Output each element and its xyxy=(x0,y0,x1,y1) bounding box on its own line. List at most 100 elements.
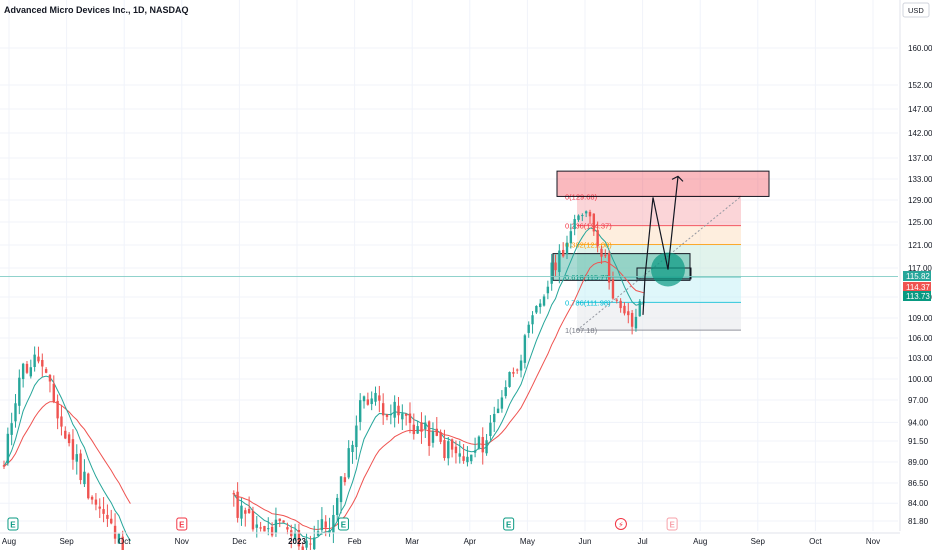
fib-level-label: 0.382(121.08) xyxy=(565,241,612,250)
candle-body xyxy=(477,436,481,449)
candle-body xyxy=(305,540,308,548)
time-axis[interactable]: Aug Sep Oct Nov Dec 2023 Feb Mar Apr May Jun Jul Aug… xyxy=(0,532,900,546)
drawings[interactable] xyxy=(0,175,898,315)
candle-body xyxy=(485,440,488,454)
candle-body xyxy=(462,456,465,461)
candle-body xyxy=(546,286,550,294)
candle-body xyxy=(362,396,366,402)
currency-badge[interactable] xyxy=(902,2,930,18)
price-tag-prev xyxy=(903,282,931,292)
candle-body xyxy=(374,392,377,402)
candle-body xyxy=(577,215,580,220)
earnings-marker[interactable]: E xyxy=(337,517,349,531)
time-tick-label: Aug xyxy=(2,537,16,546)
candles xyxy=(2,209,645,550)
event-markers[interactable]: E E E E ⚡ E xyxy=(7,517,678,531)
candle-body xyxy=(274,519,278,533)
candle-body xyxy=(607,252,611,283)
earnings-marker[interactable]: E xyxy=(503,517,515,531)
candle-body xyxy=(447,441,450,459)
time-tick-label: May xyxy=(520,537,535,546)
candle-body xyxy=(10,423,13,435)
candle-body xyxy=(64,430,67,439)
dividend-glyph: ⚡ xyxy=(618,521,624,530)
projection-path[interactable] xyxy=(642,176,679,315)
price-tick-label: 97.00 xyxy=(908,396,929,405)
time-tick-label: Oct xyxy=(809,537,822,546)
fib-band xyxy=(577,196,741,226)
candle-body xyxy=(584,211,588,214)
candle-body xyxy=(473,450,477,453)
price-tag-low xyxy=(903,291,931,301)
candle-body xyxy=(431,431,435,443)
ema-slow-line xyxy=(3,260,644,531)
time-tick-label: Nov xyxy=(866,537,880,546)
price-tick-label: 100.00 xyxy=(908,375,932,384)
candle-body xyxy=(56,400,59,419)
earnings-box xyxy=(7,517,19,531)
candle-body xyxy=(550,262,553,284)
supply-zone[interactable] xyxy=(556,170,770,197)
candle-body xyxy=(366,399,370,405)
candle-body xyxy=(516,369,519,371)
candle-body xyxy=(581,215,584,217)
candle-body xyxy=(381,403,385,416)
candle-body xyxy=(565,242,569,255)
earnings-glyph: E xyxy=(341,521,347,530)
candle-body xyxy=(121,536,124,550)
candle-body xyxy=(67,434,71,444)
earnings-marker[interactable]: E xyxy=(7,517,19,531)
candle-body xyxy=(301,546,304,550)
candle-body xyxy=(117,533,121,544)
earnings-box xyxy=(337,517,349,531)
price-tag-label: 115.82 xyxy=(906,272,930,281)
candle-body xyxy=(358,400,362,422)
candle-body xyxy=(424,422,427,430)
price-tag-label: 113.73 xyxy=(906,292,930,301)
candle-body xyxy=(18,377,21,406)
candle-body xyxy=(347,448,350,478)
candle-body xyxy=(286,527,289,530)
candle-body xyxy=(385,414,389,417)
candle-body xyxy=(588,211,592,217)
candle-body xyxy=(113,525,117,539)
candle-body xyxy=(37,356,40,362)
candle-body xyxy=(496,408,500,414)
price-tick-label: 137.00 xyxy=(908,154,932,163)
candle-body xyxy=(531,315,534,325)
candle-body xyxy=(397,405,400,416)
price-tag-label: 114.37 xyxy=(906,283,930,292)
price-tick-label: 133.00 xyxy=(908,175,932,184)
projection-arrow-head xyxy=(671,175,684,182)
candle-body xyxy=(470,454,473,462)
candle-body xyxy=(604,255,607,257)
candle-body xyxy=(519,360,523,371)
candle-body xyxy=(561,249,565,257)
price-axis[interactable]: 81.80 84.00 86.50 89.00 91.50 94.00 97.00 100.0… xyxy=(899,0,932,531)
candle-body xyxy=(504,387,507,397)
candle-body xyxy=(240,505,243,519)
candle-body xyxy=(450,439,454,450)
earnings-marker[interactable]: E xyxy=(176,517,188,531)
candle-body xyxy=(282,520,285,523)
candle-body xyxy=(596,230,599,247)
candle-body xyxy=(14,403,17,422)
time-tick-label: Apr xyxy=(464,537,477,546)
fib-band xyxy=(577,302,741,331)
dividend-marker[interactable]: ⚡ xyxy=(614,518,627,530)
candle-body xyxy=(393,401,396,418)
candle-body xyxy=(370,398,373,405)
fib-level-label: 0.618(115.77) xyxy=(565,273,612,282)
candle-body xyxy=(44,369,48,373)
price-tick-label: 86.50 xyxy=(908,479,929,488)
candle-body xyxy=(512,372,515,374)
time-tick-label: Feb xyxy=(348,537,362,546)
earnings-marker[interactable]: E xyxy=(666,517,678,531)
time-tick-label: Jul xyxy=(637,537,647,546)
fib-level-label: 0.236(124.37) xyxy=(565,222,612,231)
price-tick-label: 81.80 xyxy=(908,517,929,526)
price-tick-label: 160.00 xyxy=(908,44,932,53)
candle-body xyxy=(33,354,36,368)
